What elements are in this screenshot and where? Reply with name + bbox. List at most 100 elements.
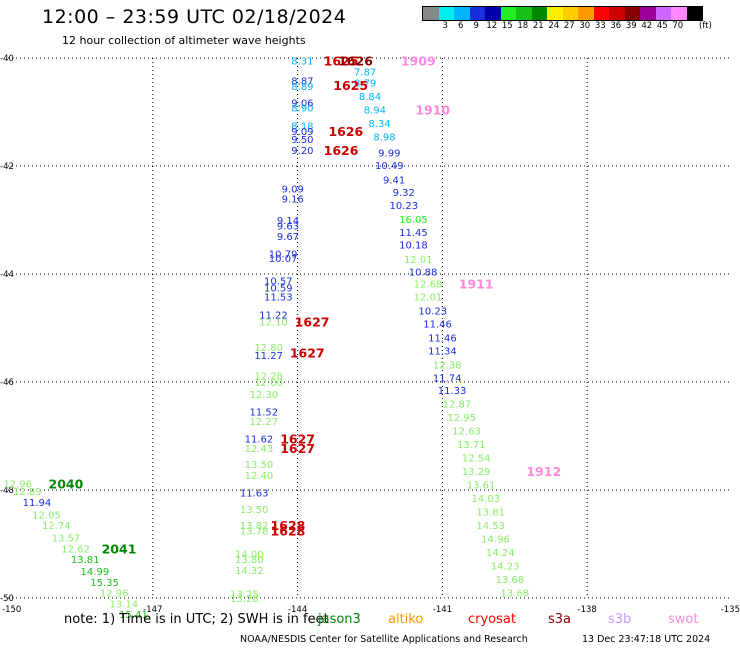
wave-height-label: 14.53 (476, 521, 505, 532)
x-tick-label: -144 (288, 605, 307, 615)
color-legend-bar (422, 6, 703, 21)
wave-height-label: 10.59 (264, 284, 293, 295)
wave-height-label: 8.79 (354, 78, 376, 89)
wave-height-label: 9.06 (291, 98, 313, 109)
legend-swatch (640, 7, 656, 20)
x-tick-label: -150 (2, 605, 21, 615)
mission-altiko: altiko (388, 612, 424, 627)
legend-swatch (500, 7, 516, 20)
wave-height-label: 9.67 (277, 232, 299, 243)
wave-height-label: 12.10 (259, 318, 288, 329)
wave-height-label: 12.87 (443, 400, 472, 411)
legend-label: 36 (610, 21, 622, 31)
wave-height-label: 14.32 (235, 566, 264, 577)
wave-height-label: 11.45 (399, 228, 428, 239)
wave-height-label: 12.54 (462, 454, 491, 465)
time-annotation: 1909 (401, 54, 436, 69)
time-annotation: 1625 (333, 78, 368, 93)
wave-height-label: 12.43 (245, 444, 274, 455)
wave-height-label: 9.09 (282, 185, 304, 196)
legend-label: 21 (532, 21, 544, 31)
wave-height-label: 9.50 (291, 135, 313, 146)
legend-swatch (531, 7, 547, 20)
wave-height-label: 12.01 (414, 293, 443, 304)
wave-height-label: 12.30 (249, 390, 278, 401)
wave-height-label: 10.07 (269, 254, 298, 265)
wave-height-label: 14.96 (481, 535, 510, 546)
wave-height-label: 15.41 (119, 610, 148, 621)
time-annotation: 1911 (459, 277, 494, 292)
wave-height-label: 9.63 (277, 221, 299, 232)
data-points: 8.31 7.878.79 8.878.89 8.84 9.068.90 8.94 8.34… (3, 57, 529, 622)
wave-height-label: 14.00 (235, 550, 264, 561)
x-tick-label: -141 (433, 605, 452, 615)
wave-height-label: 13.81 (476, 508, 505, 519)
time-annotation: 1910 (415, 102, 450, 117)
legend-swatch (438, 7, 454, 20)
legend-swatch (423, 7, 439, 20)
legend-swatch (578, 7, 594, 20)
generated-timestamp: 13 Dec 23:47:18 UTC 2024 (582, 634, 711, 645)
legend-swatch (516, 7, 532, 20)
wave-height-label: 11.33 (438, 386, 467, 397)
wave-height-label: 11.63 (240, 489, 269, 500)
wave-height-label: 11.34 (428, 347, 457, 358)
mission-cryosat: cryosat (468, 612, 516, 627)
legend-swatch (609, 7, 625, 20)
time-annotation: 1626 (338, 54, 373, 69)
wave-height-label: 12.00 (254, 378, 283, 389)
y-tick-label: -46 (0, 378, 14, 388)
time-annotation: 2041 (102, 541, 137, 556)
legend-label: 9 (473, 21, 479, 31)
wave-height-label: 10.49 (375, 161, 404, 172)
wave-height-label: 13.28 (230, 594, 259, 605)
wave-height-label: 8.94 (364, 105, 386, 116)
wave-height-label: 9.09 (291, 127, 313, 138)
wave-height-label: 13.25 (230, 590, 259, 601)
wave-height-label: 12.63 (452, 427, 481, 438)
mission-jason3: jason3 (318, 612, 361, 627)
color-legend-labels: 3 6 9 12 15 18 21 24 27 30 33 36 39 42 45 70 (ft) (422, 21, 740, 33)
time-annotation: 1912 (526, 464, 561, 479)
time-annotation: 1627 (290, 345, 325, 360)
wave-height-label: 13.78 (240, 527, 269, 538)
wave-height-label: 8.87 (291, 77, 313, 88)
wave-height-label: 13.68 (500, 589, 529, 600)
x-axis-ticks: -150 -147 -144 -141 -138 -135 (2, 605, 740, 615)
legend-label: 30 (579, 21, 591, 31)
wave-height-label: 8.89 (291, 82, 313, 93)
legend-label: 3 (442, 21, 448, 31)
legend-label: 24 (548, 21, 560, 31)
legend-swatch (593, 7, 609, 20)
wave-height-label: 11.62 (245, 435, 274, 446)
legend-label: 70 (672, 21, 684, 31)
wave-height-label: 11.27 (254, 351, 283, 362)
time-annotation: 1626 (328, 124, 363, 139)
wave-height-label: 16.05 (399, 215, 428, 226)
wave-height-label: 12.96 (100, 589, 129, 600)
wave-height-label: 13.57 (52, 534, 81, 545)
wave-height-label: 12.01 (404, 255, 433, 266)
wave-height-label: 15.35 (90, 578, 119, 589)
wave-height-label: 13.82 (240, 521, 269, 532)
legend-label: 42 (641, 21, 653, 31)
wave-height-label: 12.28 (254, 372, 283, 383)
wave-height-label: 9.14 (277, 216, 299, 227)
credit-text: NOAA/NESDIS Center for Satellite Applica… (240, 634, 528, 645)
legend-unit: (ft) (699, 21, 712, 31)
wave-height-label: 9.20 (291, 146, 313, 157)
wave-height-label: 13.81 (71, 555, 100, 566)
page-title: 12:00 – 23:59 UTC 02/18/2024 (42, 6, 347, 28)
wave-height-label: 11.74 (433, 374, 462, 385)
wave-height-label: 12.38 (433, 361, 462, 372)
legend-swatch (547, 7, 563, 20)
legend-swatch (686, 7, 702, 20)
wave-height-label: 12.68 (414, 280, 443, 291)
time-annotation: 2040 (49, 477, 84, 492)
wave-height-label: 12.40 (245, 471, 274, 482)
wave-height-label: 10.23 (418, 307, 447, 318)
y-axis-ticks: -40 -42 -44 -46 -48 -50 (0, 54, 14, 604)
wave-height-label: 11.52 (249, 408, 278, 419)
page-subtitle: 12 hour collection of altimeter wave hei… (62, 34, 306, 47)
